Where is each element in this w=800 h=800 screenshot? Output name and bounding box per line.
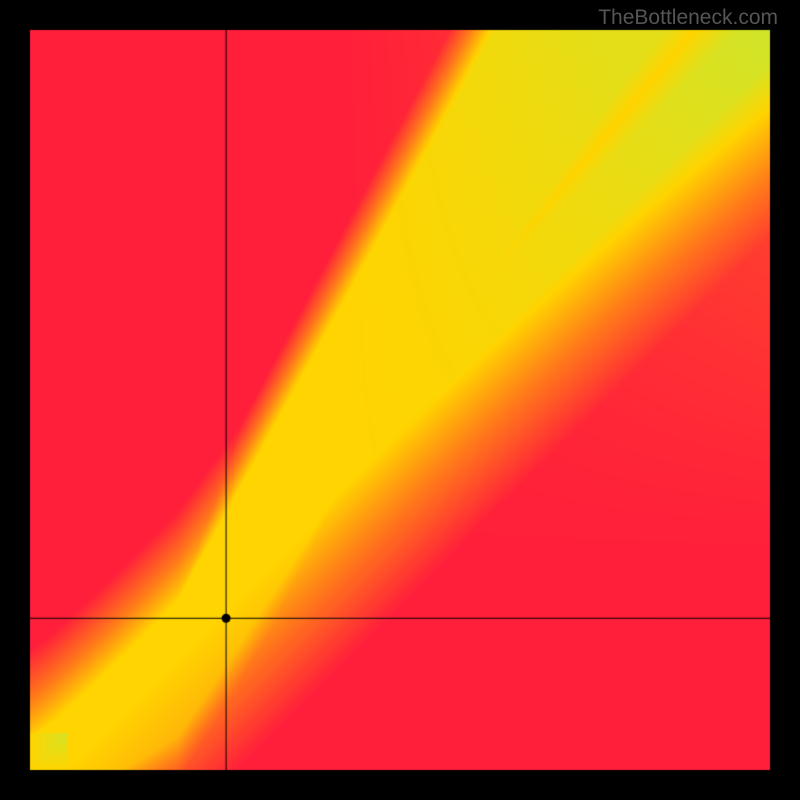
heatmap-canvas <box>0 0 800 800</box>
watermark-text: TheBottleneck.com <box>598 6 778 30</box>
chart-container: TheBottleneck.com <box>0 0 800 800</box>
